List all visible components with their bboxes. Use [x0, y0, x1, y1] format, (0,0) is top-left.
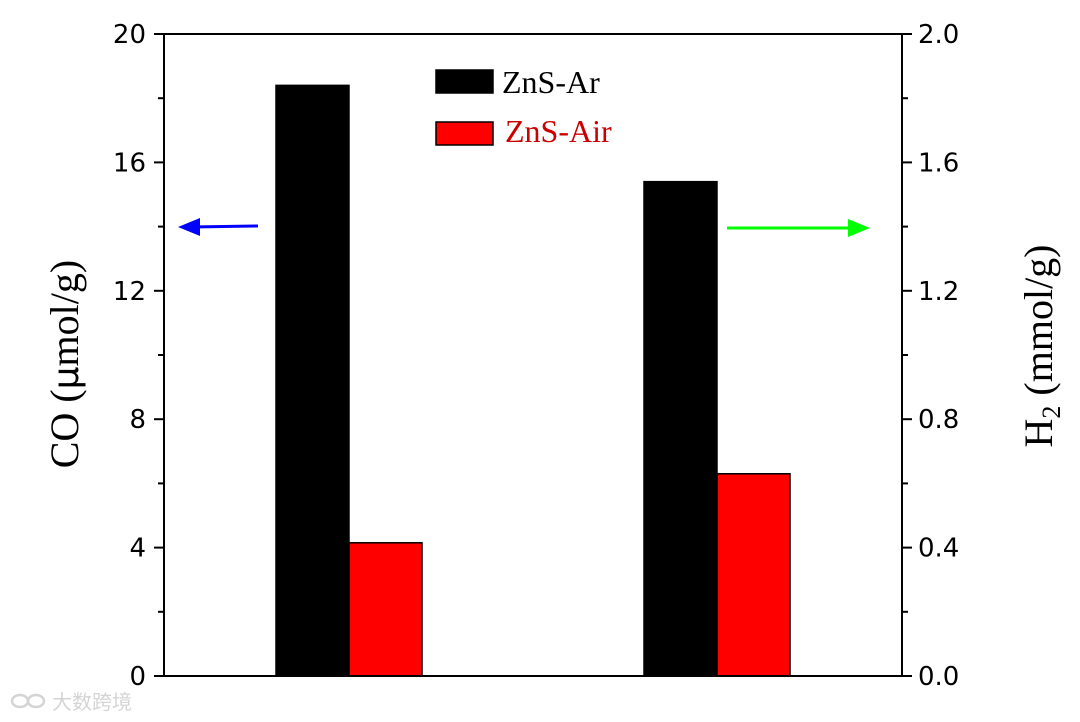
right-tick-label: 1.6 [918, 148, 959, 178]
bars-layer [275, 84, 791, 677]
left-tick-label: 0 [129, 662, 146, 692]
right-axis-ticks: 0.0 0.4 0.8 1.2 1.6 2.0 [902, 20, 959, 692]
legend-swatch-zns-air [435, 121, 494, 146]
left-axis-title: CO (µmol/g) [42, 260, 87, 468]
arrow-right-icon [727, 219, 870, 237]
watermark: 大数跨境 [10, 690, 132, 714]
legend: ZnS-Ar ZnS-Air [435, 64, 612, 149]
left-tick-label: 20 [113, 20, 146, 50]
legend-label-zns-ar: ZnS-Ar [502, 64, 600, 100]
right-tick-label: 0.4 [918, 534, 959, 564]
right-tick-label: 0.8 [918, 405, 959, 435]
left-tick-label: 12 [113, 277, 146, 307]
watermark-text: 大数跨境 [52, 690, 132, 714]
arrow-left-icon [178, 218, 259, 236]
legend-label-zns-air: ZnS-Air [505, 113, 612, 149]
left-tick-label: 8 [129, 405, 146, 435]
right-axis-title: H2 (mmol/g) [1016, 245, 1066, 448]
bar-zns-ar-h2 [643, 180, 718, 677]
bar-zns-air-h2 [716, 473, 791, 677]
bar-zns-ar-co [275, 84, 350, 677]
left-axis-ticks: 0 4 8 12 16 20 [113, 20, 164, 692]
legend-swatch-zns-ar [435, 69, 494, 94]
right-tick-label: 1.2 [918, 277, 959, 307]
left-tick-label: 16 [113, 148, 146, 178]
right-tick-label: 0.0 [918, 662, 959, 692]
infinity-logo-icon [10, 693, 46, 709]
right-tick-label: 2.0 [918, 20, 959, 50]
left-tick-label: 4 [129, 534, 146, 564]
bar-zns-air-co [348, 542, 423, 677]
